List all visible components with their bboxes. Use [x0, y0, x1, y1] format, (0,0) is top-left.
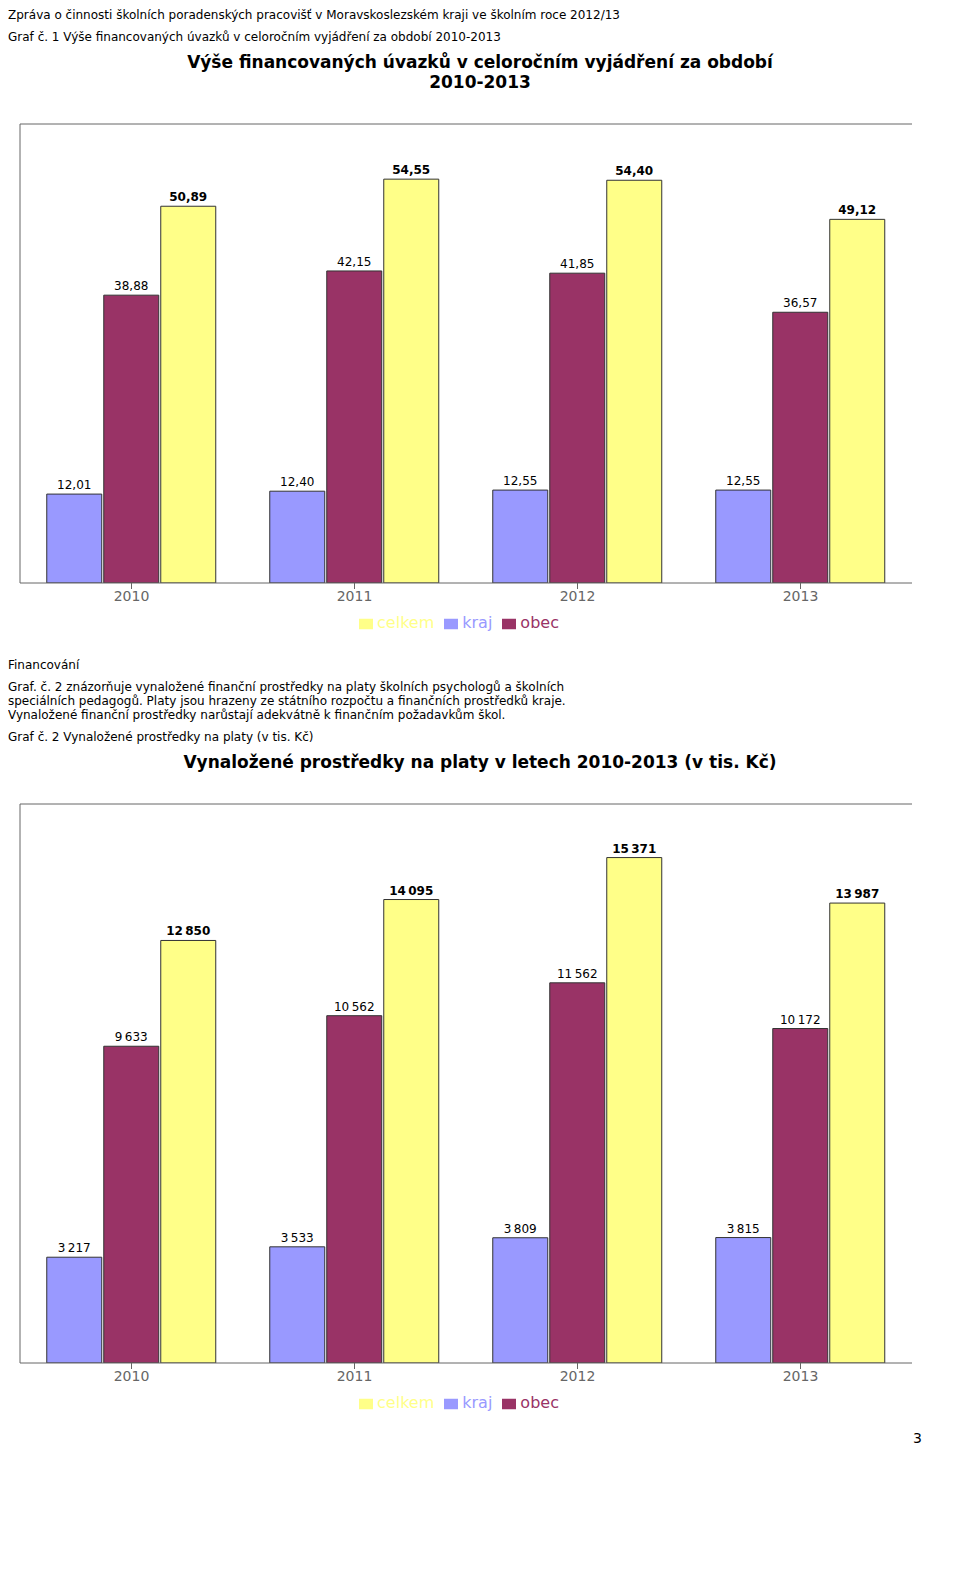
- svg-text:11 562: 11 562: [557, 967, 598, 981]
- html-text:Vynaložené prostředky na platy: Vynaložené prostředky na platy v letech …: [183, 752, 777, 772]
- svg-text:3 815: 3 815: [727, 1222, 760, 1236]
- svg-text:12,01: 12,01: [57, 478, 91, 492]
- svg-text:3 217: 3 217: [58, 1241, 91, 1255]
- html-text:Výše financovaných úvazků v ce: Výše financovaných úvazků v celoročním v…: [187, 52, 773, 92]
- html-text:kraj: kraj: [462, 1393, 493, 1412]
- svg-text:2010: 2010: [114, 588, 150, 604]
- svg-text:12 850: 12 850: [166, 924, 210, 938]
- svg-text:42,15: 42,15: [337, 255, 371, 269]
- svg-text:54,55: 54,55: [392, 163, 430, 177]
- html-text:Graf č. 1 Výše financovaných ú: Graf č. 1 Výše financovaných úvazků v ce…: [8, 30, 501, 44]
- svg-text:38,88: 38,88: [114, 279, 148, 293]
- html-text:celkem: celkem: [377, 613, 435, 632]
- svg-text:2013: 2013: [783, 588, 819, 604]
- html-text:Graf. č. 2 znázorňuje vynalože: Graf. č. 2 znázorňuje vynaložené finančn…: [8, 680, 566, 722]
- html-text:celkem: celkem: [377, 1393, 435, 1412]
- svg-text:2012: 2012: [560, 588, 596, 604]
- svg-text:9 633: 9 633: [115, 1030, 148, 1044]
- svg-text:2012: 2012: [560, 1368, 596, 1384]
- svg-text:12,55: 12,55: [726, 474, 760, 488]
- svg-text:2010: 2010: [114, 1368, 150, 1384]
- html-text:kraj: kraj: [462, 613, 493, 632]
- html-text:Financování: Financování: [8, 658, 80, 672]
- svg-text:49,12: 49,12: [838, 203, 876, 217]
- svg-text:41,85: 41,85: [560, 257, 594, 271]
- html-text:obec: obec: [520, 1393, 559, 1412]
- svg-text:2011: 2011: [337, 588, 373, 604]
- svg-text:10 172: 10 172: [780, 1013, 821, 1027]
- svg-text:3 533: 3 533: [281, 1231, 314, 1245]
- svg-text:50,89: 50,89: [169, 190, 207, 204]
- svg-text:3 809: 3 809: [504, 1222, 537, 1236]
- svg-text:14 095: 14 095: [389, 884, 433, 898]
- html-text:obec: obec: [520, 613, 559, 632]
- svg-text:2011: 2011: [337, 1368, 373, 1384]
- svg-text:10 562: 10 562: [334, 1000, 375, 1014]
- svg-text:13 987: 13 987: [835, 887, 879, 901]
- svg-text:36,57: 36,57: [783, 296, 817, 310]
- svg-text:54,40: 54,40: [615, 164, 653, 178]
- html-text:Zpráva o činnosti školních por: Zpráva o činnosti školních poradenských …: [8, 8, 620, 22]
- html-text:Graf č. 2 Vynaložené prostředk: Graf č. 2 Vynaložené prostředky na platy…: [8, 730, 314, 744]
- svg-text:2013: 2013: [783, 1368, 819, 1384]
- svg-text:15 371: 15 371: [612, 842, 656, 856]
- html-text:3: 3: [913, 1430, 922, 1446]
- svg-text:12,55: 12,55: [503, 474, 537, 488]
- svg-text:12,40: 12,40: [280, 475, 314, 489]
